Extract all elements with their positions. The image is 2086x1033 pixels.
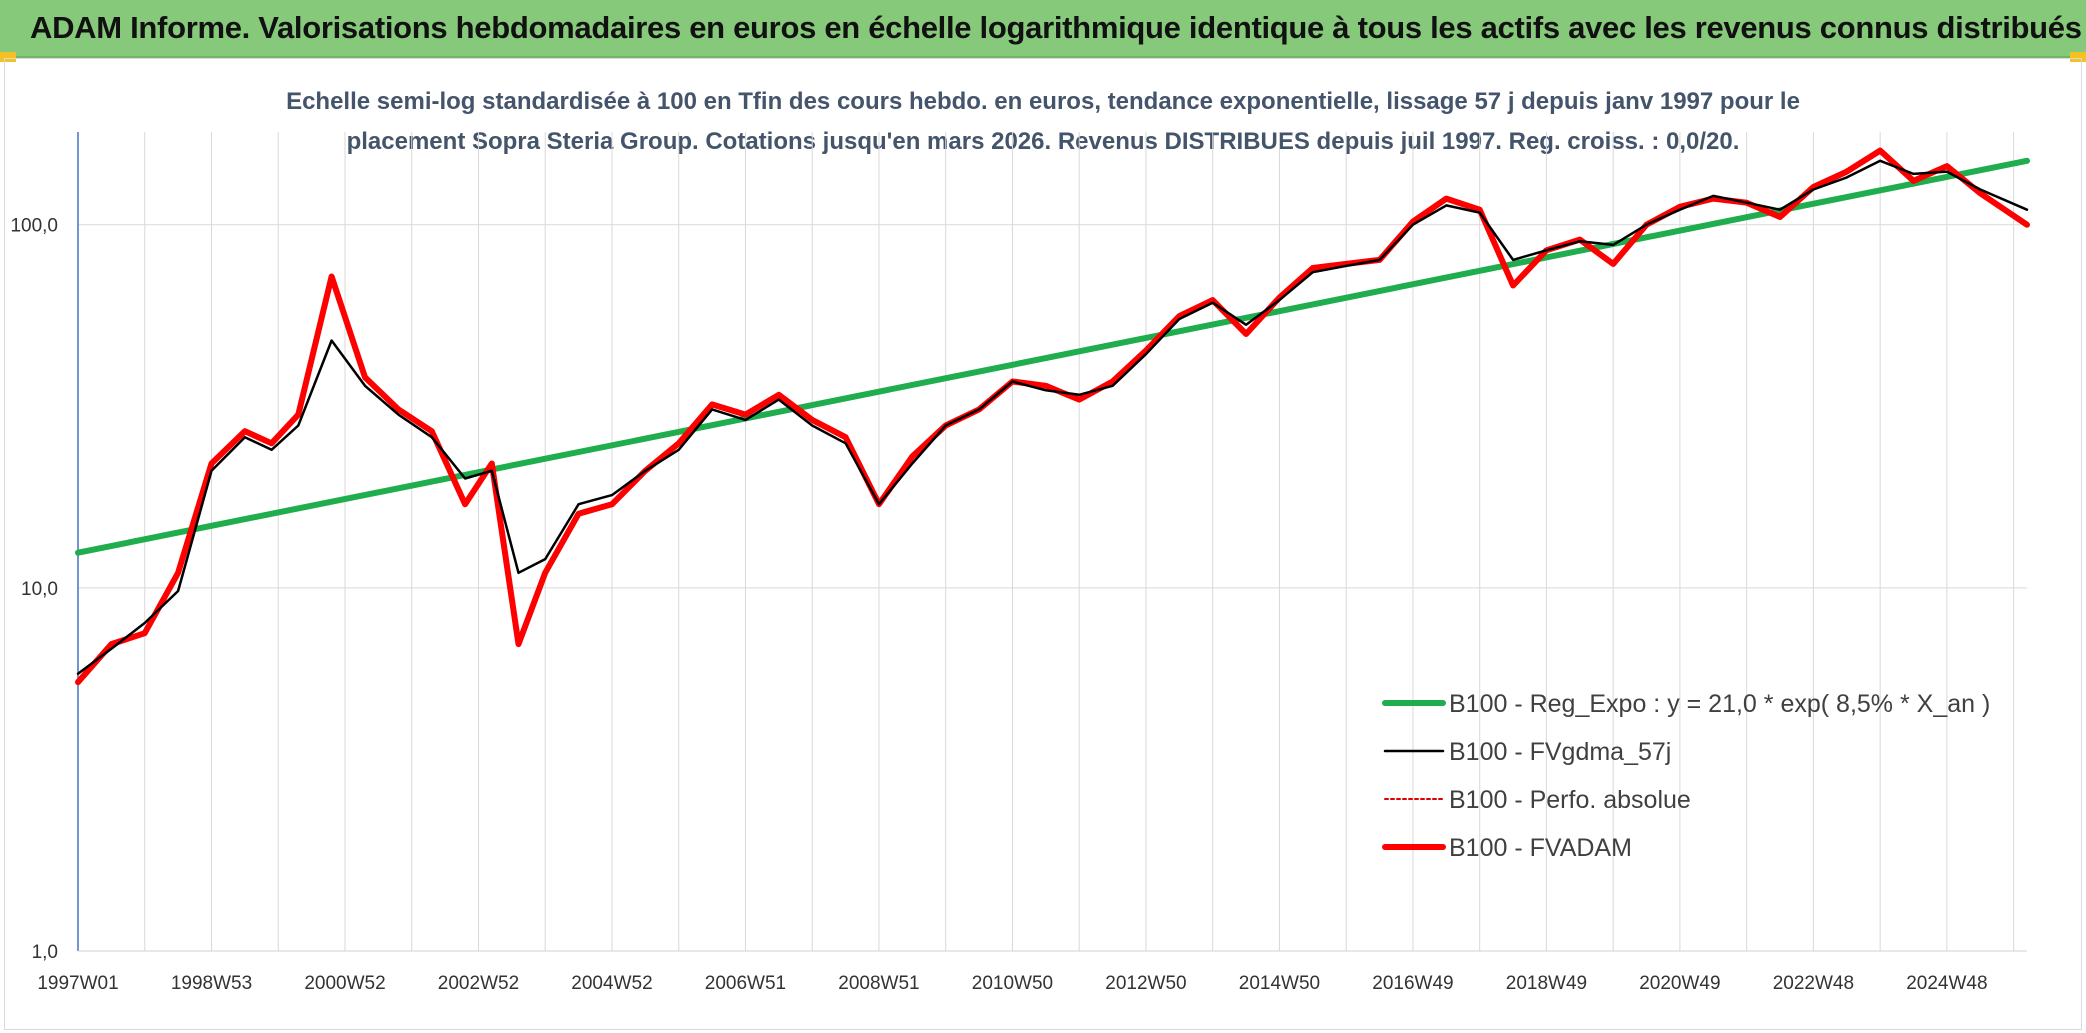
series-line-3 — [77, 149, 2028, 684]
series-lines — [75, 147, 2030, 686]
corner-marker-left — [0, 52, 16, 62]
chart-title: Echelle semi-log standardisée à 100 en T… — [286, 88, 1800, 115]
series-line-4 — [75, 147, 2030, 686]
x-tick-label: 2010W50 — [972, 973, 1053, 994]
x-tick-label: 2012W50 — [1105, 973, 1186, 994]
legend: B100 - Reg_Expo : y = 21,0 * exp( 8,5% *… — [1382, 690, 1990, 862]
x-tick-label: 2000W52 — [304, 973, 385, 994]
gridlines — [78, 132, 2027, 952]
legend-entry-label: B100 - Perfo. absolue — [1449, 786, 1691, 814]
x-tick-label: 2024W48 — [1906, 973, 1987, 994]
x-tick-label: 2020W49 — [1639, 973, 1720, 994]
x-tick-label: 1998W53 — [171, 973, 252, 994]
x-tick-label: 2018W49 — [1506, 973, 1587, 994]
x-tick-label: 1997W01 — [37, 973, 118, 994]
chart-frame — [4, 58, 2082, 1030]
series-line-2 — [76, 159, 2029, 676]
x-tick-label: 2002W52 — [438, 973, 519, 994]
corner-marker-right — [2070, 52, 2086, 62]
x-tick-label: 2014W50 — [1239, 973, 1320, 994]
x-tick-label: 2006W51 — [705, 973, 786, 994]
y-tick-label: 10,0 — [21, 579, 58, 600]
x-tick-label: 2022W48 — [1773, 973, 1854, 994]
header-banner: ADAM Informe. Valorisations hebdomadaire… — [0, 0, 2086, 58]
x-tick-label: 2004W52 — [571, 973, 652, 994]
page-title: ADAM Informe. Valorisations hebdomadaire… — [30, 10, 2082, 45]
y-tick-label: 100,0 — [10, 216, 58, 237]
legend-entry-label: B100 - FVgdma_57j — [1449, 738, 1671, 766]
x-tick-label: 2016W49 — [1372, 973, 1453, 994]
legend-entry-label: B100 - FVADAM — [1449, 834, 1632, 862]
y-tick-label: 1,0 — [32, 942, 58, 963]
x-tick-label: 2008W51 — [838, 973, 919, 994]
legend-entry-label: B100 - Reg_Expo : y = 21,0 * exp( 8,5% *… — [1449, 690, 1990, 718]
chart-subtitle: placement Sopra Steria Group. Cotations … — [346, 128, 1740, 155]
series-line-1 — [75, 157, 2030, 556]
axes: 1,0 10,0 100,0 1997W01 1998W53 2000W52 2002W52… — [10, 132, 2027, 994]
